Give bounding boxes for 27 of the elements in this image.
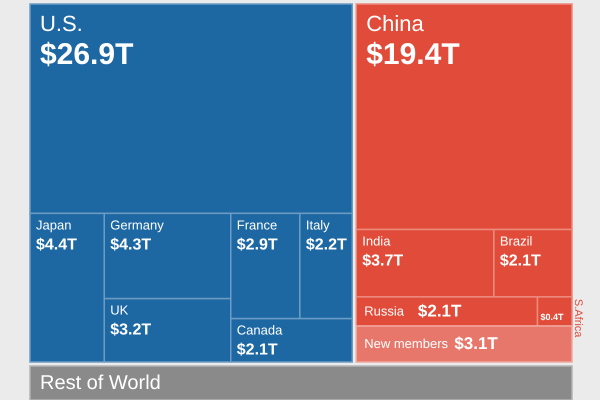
data-label: $2.9T xyxy=(236,236,278,254)
data-label: $19.4T xyxy=(366,38,460,71)
category-label: Italy xyxy=(306,217,330,232)
category-label: U.S. xyxy=(40,11,83,36)
data-label: $3.1T xyxy=(454,334,498,353)
category-label: France xyxy=(236,217,278,232)
category-label: S.Africa xyxy=(572,298,584,338)
data-label: $3.7T xyxy=(362,252,404,270)
category-label: Rest of World xyxy=(40,372,161,394)
category-label: Russia xyxy=(364,303,405,318)
data-label: $0.4T xyxy=(540,312,564,322)
category-label: New members xyxy=(364,336,449,351)
category-label: Canada xyxy=(236,322,284,338)
data-label: $2.2T xyxy=(306,236,347,254)
data-label: $26.9T xyxy=(40,38,134,71)
category-label: Germany xyxy=(110,217,164,232)
data-label: $4.3T xyxy=(110,236,152,254)
data-label: $4.4T xyxy=(36,236,78,254)
data-label: $2.1T xyxy=(500,252,542,270)
category-label: Japan xyxy=(36,217,72,232)
category-label: UK xyxy=(110,302,129,318)
data-label: $2.1T xyxy=(418,301,462,320)
data-label: $3.2T xyxy=(110,322,152,339)
category-label: Brazil xyxy=(500,233,532,248)
category-label: China xyxy=(366,11,424,36)
category-label: India xyxy=(362,233,392,248)
data-label: $2.1T xyxy=(236,342,278,359)
